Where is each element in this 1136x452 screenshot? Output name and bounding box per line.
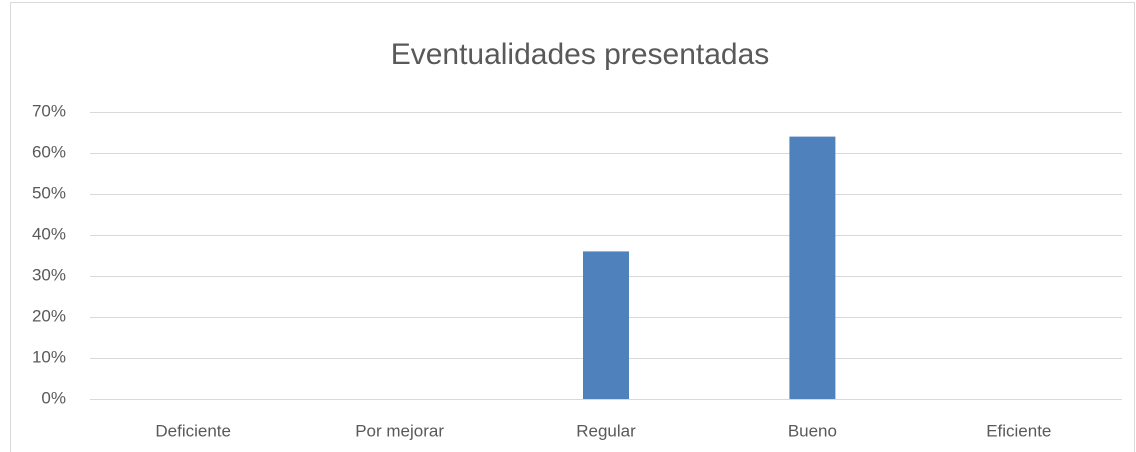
bar bbox=[789, 136, 836, 399]
y-tick-label: 10% bbox=[32, 347, 66, 366]
y-tick-label: 0% bbox=[41, 388, 66, 407]
y-tick-label: 40% bbox=[32, 224, 66, 243]
y-tick-label: 20% bbox=[32, 306, 66, 325]
x-tick-label: Por mejorar bbox=[355, 421, 444, 440]
chart-title: Eventualidades presentadas bbox=[391, 38, 770, 71]
x-tick-label: Eficiente bbox=[986, 421, 1051, 440]
x-tick-label: Deficiente bbox=[155, 421, 231, 440]
y-tick-label: 50% bbox=[32, 183, 66, 202]
y-tick-label: 30% bbox=[32, 265, 66, 284]
y-tick-label: 60% bbox=[32, 142, 66, 161]
x-tick-label: Bueno bbox=[788, 421, 837, 440]
bar bbox=[583, 251, 629, 399]
chart-border bbox=[10, 2, 1135, 452]
y-tick-label: 70% bbox=[32, 101, 66, 120]
x-tick-label: Regular bbox=[576, 421, 636, 440]
